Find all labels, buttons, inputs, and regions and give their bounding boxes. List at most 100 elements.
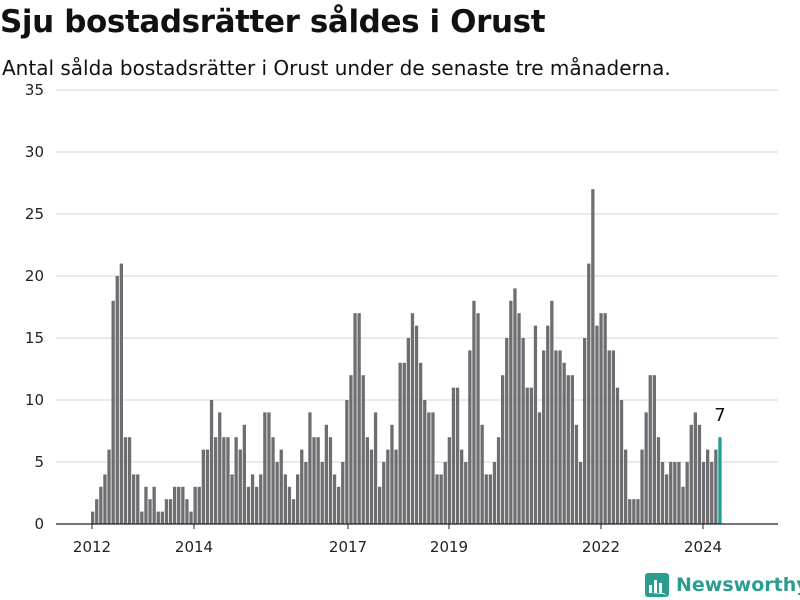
bar [656,437,661,524]
bar [648,375,652,524]
bar [710,462,714,524]
bars [91,189,722,524]
bar [509,300,513,524]
y-tick-label: 30 [25,143,44,161]
bar [287,486,292,524]
newsworthy-logo-icon [645,573,669,597]
bar [263,412,267,524]
bar [267,412,271,524]
bar [259,474,263,524]
bar [570,375,574,524]
bar [320,462,324,524]
bar [246,486,251,524]
bar [156,511,160,524]
bar [275,462,279,524]
bar [529,387,533,524]
y-tick-label: 5 [34,453,44,471]
x-tick-label: 2019 [430,538,468,556]
bar [501,375,505,524]
bar [365,437,369,524]
bar [201,449,205,524]
bar [164,499,169,524]
bar [443,462,447,524]
bar [316,437,320,524]
bar [423,400,427,524]
bar [308,412,312,524]
bar [632,499,636,524]
bar [419,362,423,524]
bar [205,449,210,524]
bar [312,437,316,524]
bar [513,288,517,524]
bar [689,424,693,524]
bar [660,462,665,524]
bar [492,462,497,524]
x-tick-label: 2012 [73,538,111,556]
bar [640,449,644,524]
bar [484,474,488,524]
bar [537,412,542,524]
bar [619,400,624,524]
bar [353,313,357,524]
bar [337,486,341,524]
bar [517,313,521,524]
bar [218,412,222,524]
bar [693,412,697,524]
bar [238,449,242,524]
bar [460,449,464,524]
bar [300,449,304,524]
bar [398,362,402,524]
bar [591,189,595,524]
bar [468,350,472,524]
bar [402,362,406,524]
last-value-label: 7 [714,405,725,426]
bar [345,400,349,524]
y-tick-label: 0 [34,515,44,533]
bar [615,387,620,524]
bar [328,437,333,524]
bar [177,486,181,524]
bar [132,474,136,524]
bar [373,412,378,524]
bar [566,375,570,524]
bar [193,486,197,524]
bar [332,474,337,524]
bar [119,263,123,524]
bar [406,338,410,524]
bar [451,387,456,524]
bar [107,449,111,524]
bar [603,313,607,524]
bar [127,437,132,524]
bar [168,499,173,524]
bar [624,449,628,524]
bar [546,325,550,524]
bar [386,449,390,524]
bar [414,325,419,524]
bar [455,387,460,524]
bar [431,412,435,524]
x-tick-label: 2014 [175,538,213,556]
bar [140,511,144,524]
bar [242,424,246,524]
bar [685,462,689,524]
bar [447,437,451,524]
bar [361,375,365,524]
bar [283,474,287,524]
bar [173,486,177,524]
x-tick-label: 2022 [582,538,620,556]
x-tick-label: 2017 [329,538,367,556]
bar [496,437,501,524]
y-tick-label: 10 [25,391,44,409]
bar [291,499,296,524]
bar [611,350,615,524]
bar [587,263,591,524]
bar [525,387,529,524]
bar [480,424,484,524]
bar [349,375,353,524]
x-axis [56,523,778,529]
bar [599,313,603,524]
bar [136,474,140,524]
bar [554,350,558,524]
bar [558,350,562,524]
